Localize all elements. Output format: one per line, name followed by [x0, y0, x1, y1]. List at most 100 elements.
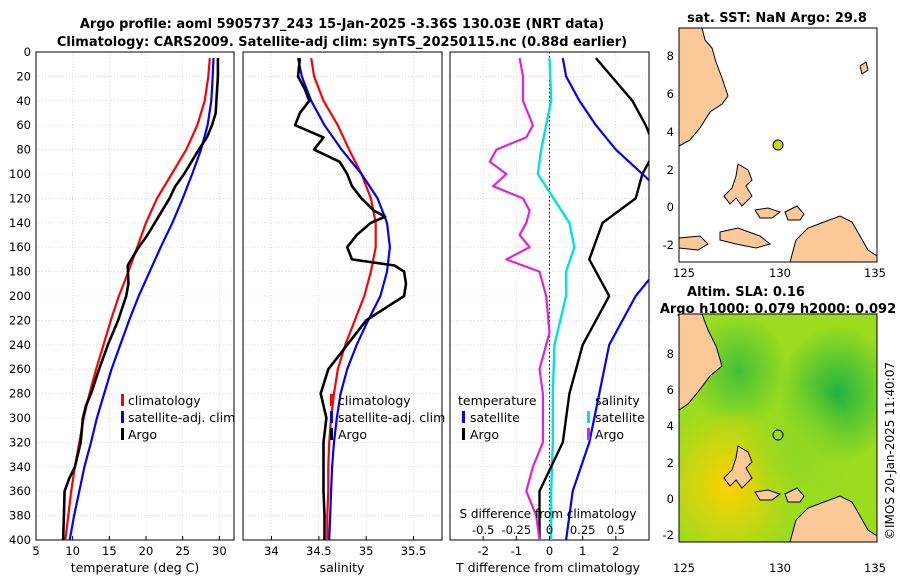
sla-argo-location-marker — [772, 429, 784, 441]
series-line-temperature-argo — [488, 57, 551, 540]
title-line-2: Climatology: CARS2009. Satellite-adj cli… — [57, 35, 627, 50]
sst-map-title: sat. SST: NaN Argo: 29.8 — [687, 11, 867, 26]
series-line-argo — [61, 58, 220, 540]
temperature-ticks: 5 10 15 20 25 30 — [32, 536, 227, 558]
series-line-satellite-adj-clim — [296, 57, 391, 540]
legend-swatch-sal-argo — [587, 428, 590, 440]
y-tick-label: 180 — [9, 265, 31, 279]
island-small-north — [859, 61, 869, 75]
difference-legend: temperature salinity satellite Argo sate… — [458, 393, 645, 442]
salinity-xlabel: salinity — [320, 560, 365, 575]
sla-lon-tick-135: 135 — [864, 561, 886, 575]
legend-label-climatology-2: climatology — [338, 393, 411, 408]
land-seram — [719, 227, 772, 249]
legend-swatch-temp-satellite — [462, 411, 465, 423]
legend-label-argo-2: Argo — [338, 427, 367, 442]
y-tick-label: 160 — [9, 240, 31, 254]
island-obi — [754, 207, 782, 219]
land-new-guinea — [789, 215, 877, 262]
series-line-climatology — [310, 57, 377, 540]
argo-location-marker — [772, 139, 784, 151]
y-tick-label: 240 — [9, 338, 31, 352]
s-difference-label: S difference from climatology — [460, 507, 637, 521]
y-tick-label: 360 — [9, 484, 31, 498]
t-difference-xlabel: T difference from climatology — [455, 560, 641, 575]
legend-label-temp-satellite: satellite — [470, 410, 520, 425]
temperature-xlabel: temperature (deg C) — [71, 560, 200, 575]
salinity-axes-frame — [242, 51, 443, 541]
salinity-legend: climatology satellite-adj. clim Argo — [330, 393, 445, 442]
legend-swatch-argo — [121, 428, 124, 440]
y-tick-label: 20 — [16, 69, 31, 83]
x-tick-label: 25 — [175, 544, 190, 558]
y-tick-label: 340 — [9, 460, 31, 474]
difference-ticks: -2 -1 0 1 2 — [477, 536, 619, 558]
x-tick-label: 35.5 — [401, 544, 427, 558]
x-tick-label: 30 — [212, 544, 227, 558]
legend-label-temp-argo: Argo — [470, 427, 499, 442]
title-line-1: Argo profile: aoml 5905737_243 15-Jan-20… — [80, 17, 604, 32]
y-tick-label: 380 — [9, 509, 31, 523]
sst-map-ticks: 125 130 135 -2 0 2 4 6 8 — [663, 49, 886, 280]
sst-lat-tick-2: 2 — [667, 163, 674, 177]
temperature-legend: climatology satellite-adj. clim Argo — [121, 393, 235, 442]
legend-swatch-argo-2 — [330, 428, 333, 440]
legend-swatch-satellite-2 — [330, 411, 333, 423]
s-difference-ticks: -0.5 -0.25 0 0.25 0.5 — [472, 523, 625, 537]
sla-field — [679, 314, 877, 542]
sla-lat-tick-4: 4 — [667, 419, 674, 433]
series-line-temperature-satellite — [561, 57, 649, 540]
imos-credit: ©IMOS 20-Jan-2025 11:40:07 — [883, 362, 897, 540]
s-diff-tick-label: 0 — [546, 523, 553, 537]
legend-temperature-heading: temperature — [458, 393, 537, 408]
legend-label-climatology: climatology — [128, 393, 201, 408]
sst-lat-tick-4: 4 — [667, 125, 674, 139]
x-tick-label: 2 — [612, 544, 619, 558]
legend-label-sal-argo: Argo — [595, 427, 624, 442]
series-line-satellite-adj-clim — [68, 58, 215, 540]
x-tick-label: 15 — [102, 544, 117, 558]
sla-map-title-1: Altim. SLA: 0.16 — [687, 285, 805, 300]
sla-lon-tick-130: 130 — [769, 561, 791, 575]
s-diff-tick-label: 0.25 — [570, 523, 596, 537]
s-diff-tick-label: -0.5 — [472, 523, 494, 537]
y-tick-label: 100 — [9, 167, 31, 181]
s-diff-tick-label: -0.25 — [501, 523, 531, 537]
depth-ticks: 0 20 40 60 80 100 120 140 160 180 200 220 240 260 280 3… — [9, 45, 31, 547]
legend-swatch-temp-argo — [462, 428, 465, 440]
island-misool — [784, 205, 805, 221]
legend-label-satellite: satellite-adj. clim — [128, 410, 235, 425]
x-tick-label: 5 — [32, 544, 39, 558]
sla-island-halmahera — [723, 445, 753, 489]
sla-map-ticks: 125 130 135 -2 0 2 4 6 8 — [663, 347, 886, 575]
sla-land-north — [679, 314, 723, 411]
x-tick-label: 1 — [579, 544, 586, 558]
y-tick-label: 300 — [9, 411, 31, 425]
y-tick-label: 320 — [9, 435, 31, 449]
temperature-panel: 5 10 15 20 25 30 0 20 40 60 80 100 120 140 160 180 200 2… — [9, 45, 235, 575]
legend-swatch-sal-satellite — [587, 411, 590, 423]
sla-lat-tick-6: 6 — [667, 383, 674, 397]
legend-swatch-climatology-2 — [330, 394, 333, 406]
legend-salinity-heading: salinity — [595, 393, 640, 408]
legend-label-satellite-2: satellite-adj. clim — [338, 410, 445, 425]
y-tick-label: 60 — [16, 118, 31, 132]
y-tick-label: 200 — [9, 289, 31, 303]
x-tick-label: 35 — [359, 544, 374, 558]
sst-map-frame — [678, 27, 878, 263]
sst-lon-tick-125: 125 — [673, 266, 695, 280]
x-tick-label: 20 — [139, 544, 154, 558]
legend-label-sal-satellite: satellite — [595, 410, 645, 425]
x-tick-label: -2 — [477, 544, 488, 558]
y-tick-label: 220 — [9, 313, 31, 327]
sla-island-obi — [754, 489, 782, 501]
sst-map: sat. SST: NaN Argo: 29.8 125 130 135 -2 … — [663, 11, 886, 280]
y-tick-label: 0 — [24, 45, 31, 59]
difference-panel: -2 -1 0 1 2 S difference from climatology -0… — [449, 51, 650, 575]
legend-swatch-satellite — [121, 411, 124, 423]
temperature-lines — [61, 58, 220, 540]
sla-lat-tick-8: 8 — [667, 347, 674, 361]
sla-map: Altim. SLA: 0.16 Argo h1000: 0.079 h2000… — [660, 285, 896, 575]
temperature-axes-frame — [35, 51, 235, 541]
legend-label-argo: Argo — [128, 427, 157, 442]
